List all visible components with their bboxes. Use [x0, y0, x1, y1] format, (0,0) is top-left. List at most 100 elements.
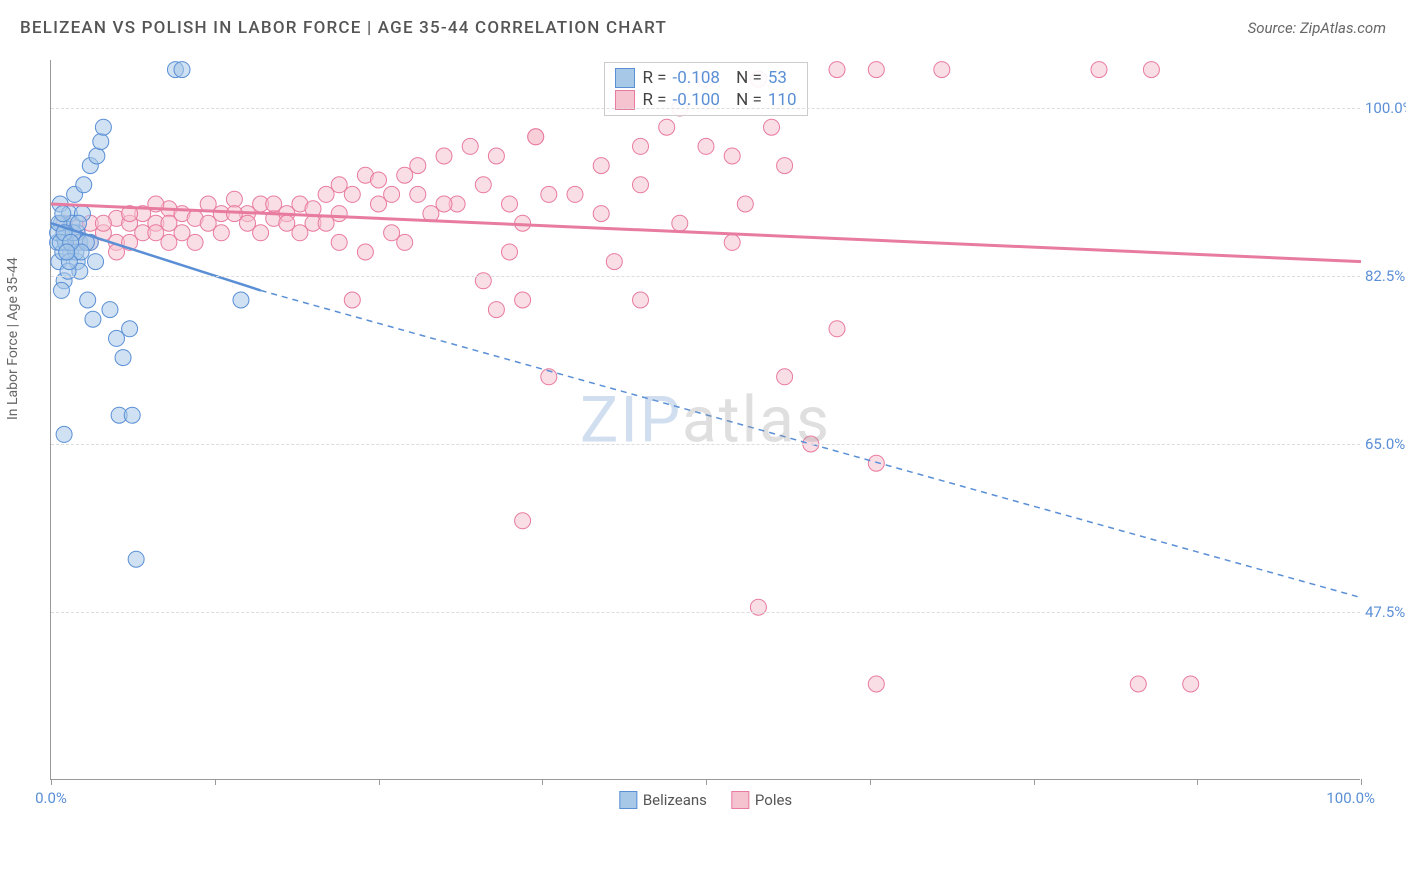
scatter-point-poles [515, 292, 531, 308]
trend-line-poles [51, 204, 1361, 262]
scatter-point-belizeans [102, 302, 118, 318]
scatter-point-poles [371, 172, 387, 188]
scatter-point-belizeans [53, 282, 69, 298]
y-tick-label: 47.5% [1365, 603, 1406, 621]
legend-label-poles: Poles [755, 791, 792, 809]
scatter-point-poles [777, 369, 793, 385]
scatter-point-poles [253, 225, 269, 241]
scatter-point-poles [659, 119, 675, 135]
scatter-point-belizeans [55, 206, 71, 222]
scatter-point-poles [1091, 62, 1107, 78]
scatter-point-poles [829, 321, 845, 337]
y-tick-label: 100.0% [1365, 99, 1406, 117]
scatter-point-poles [934, 62, 950, 78]
y-axis-label: In Labor Force | Age 35-44 [5, 257, 21, 420]
scatter-point-poles [698, 138, 714, 154]
scatter-point-poles [436, 196, 452, 212]
scatter-point-poles [777, 158, 793, 174]
scatter-point-belizeans [59, 244, 75, 260]
scatter-point-poles [724, 234, 740, 250]
x-tick-label-min: 0.0% [35, 789, 67, 807]
scatter-point-belizeans [85, 311, 101, 327]
x-tick [1197, 779, 1198, 785]
stats-row-belizeans: R = -0.108 N = 53 [614, 67, 796, 89]
scatter-point-poles [724, 148, 740, 164]
scatter-point-poles [868, 455, 884, 471]
scatter-point-poles [462, 138, 478, 154]
scatter-point-poles [488, 302, 504, 318]
scatter-point-poles [344, 186, 360, 202]
scatter-point-poles [1143, 62, 1159, 78]
scatter-point-belizeans [174, 62, 190, 78]
scatter-point-poles [672, 215, 688, 231]
grid-line [51, 276, 1360, 277]
scatter-point-belizeans [76, 177, 92, 193]
stats-text-poles: R = -0.100 N = 110 [642, 90, 796, 110]
scatter-point-poles [371, 196, 387, 212]
scatter-point-belizeans [124, 407, 140, 423]
scatter-point-poles [829, 62, 845, 78]
scatter-point-belizeans [93, 134, 109, 150]
scatter-point-poles [344, 292, 360, 308]
scatter-point-belizeans [80, 292, 96, 308]
legend-label-belizeans: Belizeans [643, 791, 707, 809]
x-tick [1361, 779, 1362, 785]
scatter-point-poles [633, 292, 649, 308]
x-tick [215, 779, 216, 785]
scatter-point-poles [1130, 676, 1146, 692]
scatter-point-poles [488, 148, 504, 164]
x-tick [1034, 779, 1035, 785]
scatter-point-poles [331, 234, 347, 250]
scatter-point-poles [528, 129, 544, 145]
scatter-point-poles [502, 244, 518, 260]
scatter-point-poles [868, 676, 884, 692]
scatter-point-belizeans [89, 148, 105, 164]
scatter-point-belizeans [122, 321, 138, 337]
scatter-point-poles [567, 186, 583, 202]
scatter-point-belizeans [95, 119, 111, 135]
stats-swatch-poles [614, 90, 634, 110]
scatter-point-poles [868, 62, 884, 78]
legend-swatch-belizeans [619, 791, 637, 809]
scatter-point-poles [593, 206, 609, 222]
scatter-point-poles [764, 119, 780, 135]
scatter-point-poles [213, 225, 229, 241]
x-tick [706, 779, 707, 785]
legend-item-poles: Poles [731, 791, 792, 809]
scatter-point-poles [410, 186, 426, 202]
scatter-point-poles [226, 191, 242, 207]
scatter-point-poles [266, 196, 282, 212]
scatter-point-poles [357, 244, 373, 260]
scatter-point-poles [95, 215, 111, 231]
scatter-point-poles [737, 196, 753, 212]
y-tick-label: 82.5% [1365, 267, 1406, 285]
grid-line [51, 444, 1360, 445]
bottom-legend: Belizeans Poles [619, 791, 792, 809]
scatter-point-poles [502, 196, 518, 212]
scatter-point-poles [633, 177, 649, 193]
x-tick [542, 779, 543, 785]
scatter-point-poles [541, 186, 557, 202]
grid-line [51, 108, 1360, 109]
y-tick-label: 65.0% [1365, 435, 1406, 453]
legend-item-belizeans: Belizeans [619, 791, 707, 809]
scatter-point-belizeans [115, 350, 131, 366]
chart-title: BELIZEAN VS POLISH IN LABOR FORCE | AGE … [20, 18, 667, 38]
scatter-point-belizeans [71, 215, 87, 231]
scatter-point-poles [1183, 676, 1199, 692]
legend-swatch-poles [731, 791, 749, 809]
scatter-point-poles [436, 148, 452, 164]
scatter-point-poles [633, 138, 649, 154]
scatter-point-poles [593, 158, 609, 174]
scatter-point-poles [397, 234, 413, 250]
x-tick [51, 779, 52, 785]
scatter-point-poles [475, 177, 491, 193]
scatter-point-poles [410, 158, 426, 174]
scatter-point-poles [161, 234, 177, 250]
scatter-point-belizeans [233, 292, 249, 308]
chart-svg [51, 60, 1360, 779]
scatter-plot-area: ZIPatlas R = -0.108 N = 53 R = -0.100 N … [50, 60, 1360, 780]
x-tick [870, 779, 871, 785]
source-attribution: Source: ZipAtlas.com [1248, 19, 1386, 37]
scatter-point-belizeans [56, 426, 72, 442]
